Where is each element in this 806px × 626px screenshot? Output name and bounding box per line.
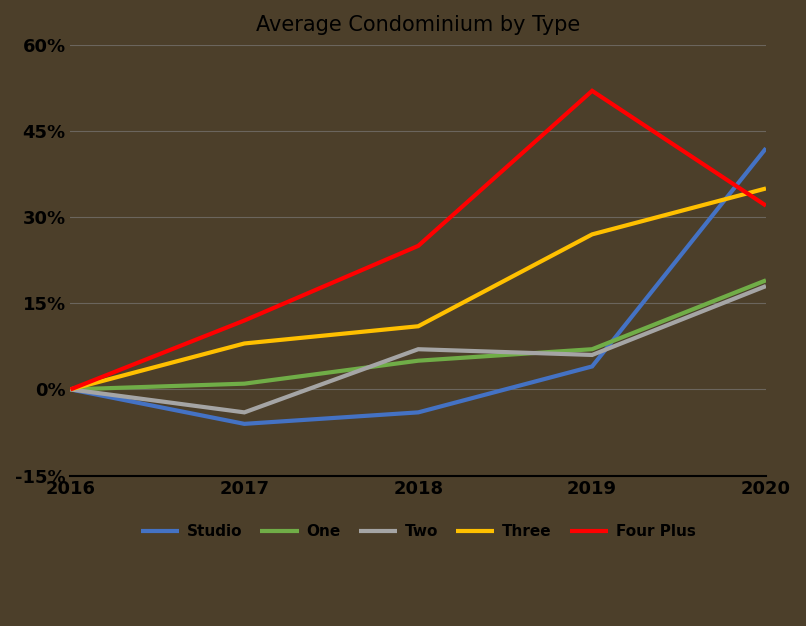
Four Plus xyxy=(65,386,75,393)
Studio xyxy=(413,409,423,416)
Three xyxy=(413,322,423,330)
Two xyxy=(588,351,597,359)
Four Plus xyxy=(413,242,423,250)
Line: Three: Three xyxy=(70,188,766,389)
Title: Average Condominium by Type: Average Condominium by Type xyxy=(256,15,580,35)
Three xyxy=(65,386,75,393)
Three xyxy=(588,230,597,238)
Four Plus xyxy=(761,202,771,210)
One xyxy=(761,277,771,284)
Studio xyxy=(65,386,75,393)
Legend: Studio, One, Two, Three, Four Plus: Studio, One, Two, Three, Four Plus xyxy=(135,518,702,545)
Two xyxy=(413,346,423,353)
Studio xyxy=(761,145,771,152)
Line: Two: Two xyxy=(70,286,766,413)
Four Plus xyxy=(588,87,597,95)
Two xyxy=(761,282,771,290)
One xyxy=(588,346,597,353)
Line: One: One xyxy=(70,280,766,389)
Studio xyxy=(239,420,249,428)
Studio xyxy=(588,362,597,370)
Two xyxy=(65,386,75,393)
Line: Four Plus: Four Plus xyxy=(70,91,766,389)
Three xyxy=(239,340,249,347)
One xyxy=(239,380,249,387)
One xyxy=(65,386,75,393)
One xyxy=(413,357,423,364)
Two xyxy=(239,409,249,416)
Line: Studio: Studio xyxy=(70,148,766,424)
Three xyxy=(761,185,771,192)
Four Plus xyxy=(239,317,249,324)
